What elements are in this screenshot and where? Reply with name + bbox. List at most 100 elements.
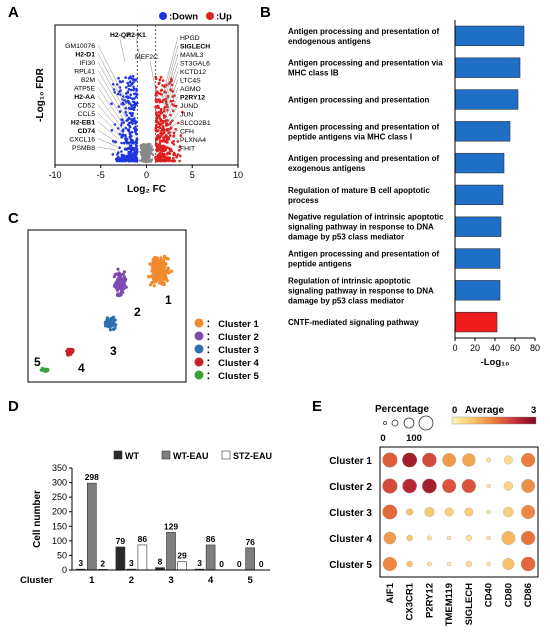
cell-point — [113, 318, 117, 322]
down-point — [128, 132, 132, 136]
cell-point — [121, 272, 125, 276]
gene-pointer — [97, 53, 130, 112]
gene-label: AGMO — [180, 86, 201, 93]
down-point — [129, 93, 132, 97]
down-point — [110, 129, 114, 132]
up-point — [158, 78, 162, 81]
up-point — [159, 118, 162, 121]
dot — [521, 479, 535, 493]
up-point — [162, 127, 165, 130]
up-point — [168, 147, 171, 150]
cell-point — [161, 277, 165, 281]
x-tick-label: 60 — [510, 343, 520, 353]
dot — [520, 556, 536, 572]
ns-point — [145, 156, 148, 159]
gene-pointer — [168, 130, 179, 134]
up-point — [170, 159, 173, 162]
down-point — [116, 92, 120, 96]
dot — [402, 478, 417, 494]
cell-point — [159, 256, 163, 260]
cell-point — [162, 272, 167, 277]
cluster-number-label: 2 — [134, 305, 141, 319]
up-point — [169, 113, 172, 117]
x-tick-label: 5 — [248, 575, 254, 586]
cell-point — [149, 262, 153, 266]
gene-label: SIGLECH — [180, 44, 210, 51]
gene-label: ATP5E — [74, 86, 95, 93]
cell-point — [108, 325, 112, 329]
cell-point — [69, 351, 73, 355]
dot — [486, 561, 491, 567]
gene-pointer — [165, 87, 179, 118]
column-label: CD80 — [503, 583, 514, 607]
ns-point — [142, 158, 145, 161]
down-point — [130, 119, 134, 122]
dot — [462, 453, 476, 467]
gene-label: P2RY12 — [180, 95, 205, 102]
cell-point — [164, 262, 168, 266]
dot — [382, 556, 397, 572]
cell-point — [153, 266, 158, 270]
down-point — [124, 126, 127, 130]
down-point — [129, 112, 133, 116]
gene-pointer — [97, 104, 122, 133]
cell-point — [152, 277, 157, 281]
data-label: 86 — [138, 534, 148, 544]
down-point — [130, 134, 133, 138]
cell-point — [105, 316, 109, 320]
down-point — [127, 129, 131, 133]
gene-pointer — [164, 79, 179, 115]
x-tick-label: -10 — [48, 170, 61, 180]
cell-point — [153, 255, 157, 259]
cell-point — [166, 257, 170, 261]
data-label: 76 — [245, 537, 255, 547]
cell-point — [167, 271, 171, 275]
gene-label: CCL5 — [78, 111, 96, 118]
up-point — [155, 112, 158, 116]
data-label: 0 — [219, 559, 224, 569]
column-label: AIF1 — [385, 582, 396, 603]
up-point — [161, 79, 165, 82]
dot — [383, 531, 397, 545]
category-label: Regulation of mature B cell apoptotic pro… — [288, 186, 430, 205]
down-point — [131, 146, 134, 150]
legend-swatch — [113, 450, 123, 460]
ns-point — [143, 151, 147, 154]
size-legend-tick: 0 — [380, 433, 385, 444]
down-point — [123, 154, 126, 157]
gene-pointer — [97, 61, 128, 116]
up-point — [172, 159, 176, 162]
column-label: CX3CR1 — [405, 582, 416, 620]
ns-point — [147, 152, 150, 155]
down-point — [116, 153, 119, 156]
gene-label: MAML3 — [180, 52, 204, 59]
x-tick-label: 10 — [233, 170, 243, 180]
legend-swatch — [221, 450, 231, 460]
x-tick-label: 0 — [452, 343, 457, 353]
panel-label-d: D — [8, 398, 19, 415]
size-legend-circle — [383, 421, 387, 425]
up-point — [163, 139, 166, 143]
up-point — [155, 135, 159, 138]
y-tick-label: 100 — [52, 536, 67, 546]
up-point — [159, 156, 163, 160]
down-point — [124, 140, 128, 143]
gene-label: LTC4S — [180, 78, 201, 85]
x-tick-label: 80 — [530, 343, 540, 353]
legend-label-up: :Up — [216, 12, 232, 23]
gene-pointer — [97, 121, 120, 140]
size-legend-title: Percentage — [375, 404, 429, 415]
legend-label-down: :Down — [169, 12, 198, 23]
up-point — [172, 131, 176, 135]
gene-pointer — [97, 112, 121, 137]
cell-point — [104, 324, 108, 328]
gene-pointer — [149, 60, 157, 93]
gene-label: KCTD12 — [180, 69, 206, 76]
up-point — [178, 159, 181, 163]
up-point — [155, 100, 158, 104]
row-label: Cluster 1 — [329, 456, 372, 467]
down-point — [127, 84, 130, 88]
down-point — [121, 155, 124, 158]
